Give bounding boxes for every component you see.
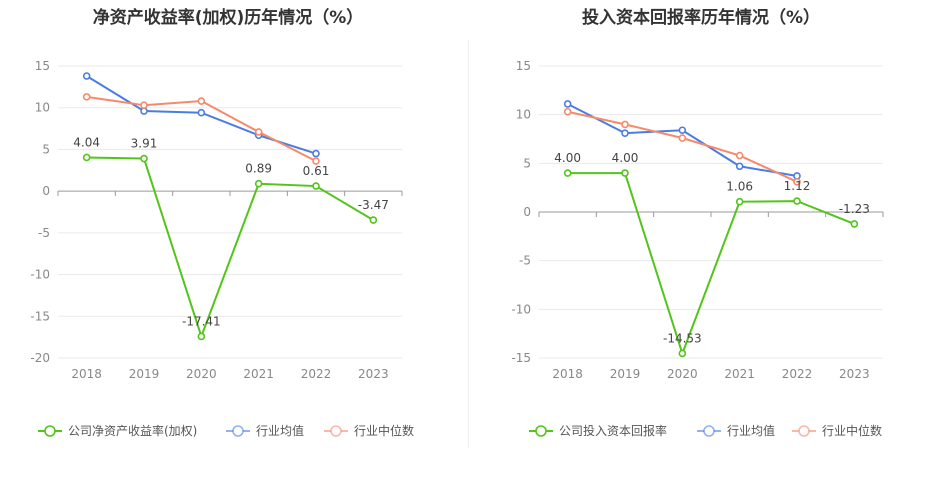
data-label: 0.89 <box>245 162 272 176</box>
data-point <box>254 128 263 136</box>
panel-divider <box>468 40 469 448</box>
y-tick-label: -5 <box>38 226 50 240</box>
y-tick-label: -15 <box>30 309 50 323</box>
data-point <box>563 107 572 116</box>
data-point <box>621 129 629 137</box>
data-point <box>793 178 801 186</box>
data-point <box>793 197 801 205</box>
legend-label: 行业均值 <box>727 423 775 438</box>
data-point <box>621 120 629 129</box>
data-point <box>254 179 263 188</box>
y-tick-label: 5 <box>42 142 50 156</box>
legend-marker <box>798 425 810 437</box>
data-point <box>735 162 744 171</box>
data-label: -14.53 <box>663 331 702 345</box>
data-label: 0.61 <box>303 164 330 178</box>
legend-marker <box>703 425 715 437</box>
y-tick-label: 5 <box>523 156 531 170</box>
legend-marker <box>232 425 244 437</box>
series-line <box>86 95 317 162</box>
data-point <box>197 108 206 117</box>
y-tick-label: -20 <box>30 351 50 365</box>
data-label: 4.04 <box>73 135 100 149</box>
legend-marker <box>535 425 547 437</box>
x-tick-label: 2018 <box>71 367 102 381</box>
legend-marker <box>330 425 342 437</box>
y-tick-label: 0 <box>42 184 50 198</box>
data-label: -17.41 <box>182 314 221 328</box>
data-point <box>678 126 687 135</box>
y-tick-label: -10 <box>511 302 531 316</box>
data-label: 3.91 <box>131 137 158 151</box>
data-label: -1.23 <box>839 202 870 216</box>
data-point <box>312 157 320 165</box>
chart-title: 投入资本回报率历年情况（%） <box>582 7 820 28</box>
data-point <box>735 151 744 160</box>
legend-label: 行业中位数 <box>822 423 882 438</box>
data-point <box>563 100 572 108</box>
legend-label: 行业均值 <box>256 423 304 438</box>
x-tick-label: 2019 <box>129 367 160 381</box>
data-point <box>621 169 629 177</box>
y-tick-label: -10 <box>30 268 50 282</box>
x-tick-label: 2020 <box>667 367 698 381</box>
y-tick-label: -15 <box>511 351 531 365</box>
x-tick-label: 2023 <box>839 367 870 381</box>
data-point <box>563 169 572 177</box>
data-point <box>140 101 148 110</box>
data-point <box>369 216 378 224</box>
chart-title: 净资产收益率(加权)历年情况（%） <box>93 7 364 28</box>
legend-marker <box>44 425 56 437</box>
legend-label: 公司净资产收益率(加权) <box>68 423 197 438</box>
data-label: -3.47 <box>358 198 389 212</box>
data-point <box>678 349 687 358</box>
series-line <box>86 156 374 340</box>
data-point <box>312 149 320 158</box>
data-point <box>82 72 91 80</box>
legend-label: 行业中位数 <box>354 423 414 438</box>
x-tick-label: 2022 <box>301 367 332 381</box>
data-point <box>197 332 206 341</box>
series-line <box>567 172 855 357</box>
y-tick-label: 0 <box>523 205 531 219</box>
x-tick-label: 2023 <box>358 367 389 381</box>
roic-chart: 投入资本回报率历年情况（%） 15 10 5 0 -5 -10 -15 2018 2019 2020… <box>511 7 884 438</box>
x-tick-label: 2019 <box>610 367 641 381</box>
data-point <box>735 197 744 206</box>
x-tick-label: 2021 <box>243 367 274 381</box>
data-point <box>140 154 148 163</box>
data-label: 1.12 <box>784 179 811 193</box>
x-tick-label: 2021 <box>724 367 755 381</box>
data-point <box>82 93 91 101</box>
data-point <box>312 182 320 190</box>
y-tick-label: 15 <box>35 59 50 73</box>
roe-chart: 净资产收益率(加权)历年情况（%） 15 10 5 0 -5 -10 -15 -20 2018 20… <box>30 7 414 438</box>
data-point <box>850 220 859 228</box>
data-label: 4.00 <box>554 151 581 165</box>
data-label: 4.00 <box>612 151 639 165</box>
y-tick-label: -5 <box>519 254 531 268</box>
x-tick-label: 2022 <box>782 367 813 381</box>
legend-label: 公司投入资本回报率 <box>559 423 667 438</box>
y-tick-label: 10 <box>35 101 50 115</box>
y-tick-label: 10 <box>516 108 531 122</box>
x-tick-label: 2018 <box>552 367 583 381</box>
x-tick-label: 2020 <box>186 367 217 381</box>
data-point <box>678 134 687 142</box>
data-label: 1.06 <box>726 180 753 194</box>
data-point <box>82 153 91 162</box>
y-tick-label: 15 <box>516 59 531 73</box>
data-point <box>197 97 206 105</box>
